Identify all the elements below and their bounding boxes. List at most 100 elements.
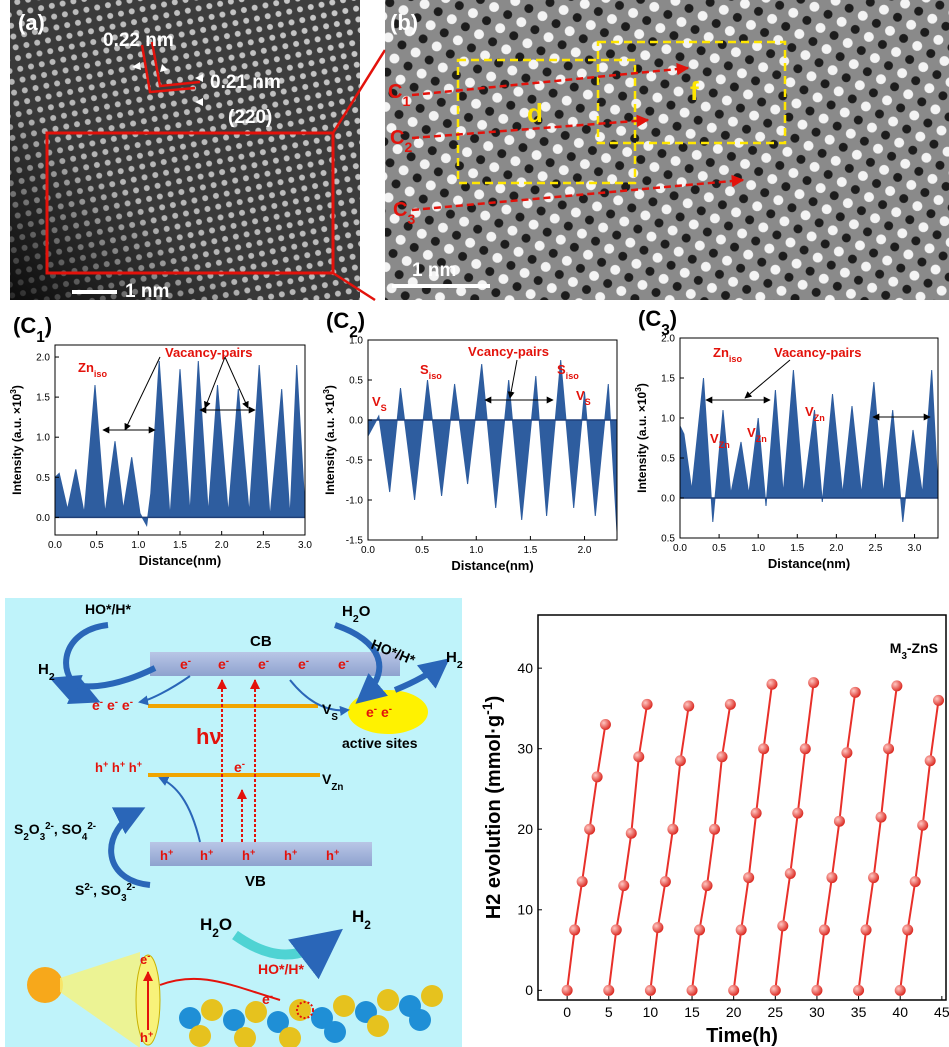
text-part: +: [334, 847, 339, 857]
valence-band: [150, 842, 372, 866]
mechanism-diagram: HO*/H* H2 CB e- e- e- e- e- H2O HO*/H* H…: [5, 598, 463, 1047]
y-tick-label: 1.0: [661, 414, 675, 425]
text-part: (C: [13, 313, 36, 338]
x-tick-label: 1.5: [523, 545, 537, 556]
annotation-arrow: [224, 356, 249, 409]
y-tick-label: 10: [517, 902, 533, 918]
text-part: hν: [196, 724, 222, 749]
scale-label: 1 nm: [412, 260, 456, 281]
text-part: h: [242, 848, 250, 863]
text-part: -: [147, 951, 150, 961]
atom: [409, 1009, 431, 1031]
point: [769, 984, 781, 996]
diagram-label: VZn: [322, 771, 343, 793]
text-part: -: [242, 759, 245, 770]
axis-label: Distance(nm): [139, 553, 221, 568]
zoom-box: [45, 131, 335, 275]
x-tick-label: 0: [563, 1004, 571, 1020]
text-part: 3: [661, 322, 670, 339]
point: [576, 876, 588, 888]
point: [875, 811, 887, 823]
sun: [27, 967, 63, 1003]
x-tick-label: 10: [643, 1004, 659, 1020]
axis-label: Intensity (a.u. ×103): [633, 383, 649, 493]
text-part: 2-: [45, 821, 54, 832]
point: [610, 924, 622, 936]
text-part: O: [29, 821, 40, 837]
annotation-arrow: [744, 359, 791, 399]
y-tick-label: 0.5: [36, 473, 50, 484]
point: [683, 700, 695, 712]
point: [701, 880, 713, 892]
text-part: +: [103, 759, 108, 769]
text-part: e: [262, 991, 270, 1007]
point: [618, 880, 630, 892]
diagram-label: hν: [196, 724, 222, 749]
annotation: VZn: [805, 404, 825, 423]
y-tick-label: 0.5: [349, 376, 363, 387]
y-tick-label: 1.5: [661, 374, 675, 385]
text-part: h: [160, 848, 168, 863]
spacing-lines: [140, 41, 201, 94]
point: [633, 751, 645, 763]
text-part: 3: [321, 389, 331, 394]
text-part: 3: [121, 893, 127, 904]
point: [808, 677, 820, 689]
text-part: 3: [633, 387, 643, 392]
text-part: ): [358, 308, 365, 333]
text-part: , SO: [93, 882, 121, 898]
spacing-label: 0.21 nm: [210, 72, 281, 93]
reaction-arrow: [108, 807, 151, 888]
text-part: S: [331, 712, 338, 723]
reaction-arrow: [49, 665, 157, 703]
text-part: Zn: [719, 440, 730, 450]
zns-lattice: [179, 985, 443, 1047]
point: [902, 924, 914, 936]
diagram-label: h+: [242, 847, 255, 863]
diagram-label: e- e- e-: [92, 697, 133, 714]
text-part: Zn: [756, 434, 767, 444]
point: [599, 719, 611, 731]
series-line: [566, 682, 940, 991]
y-tick-label: 0.5: [661, 454, 675, 465]
text-part: iso: [566, 371, 580, 381]
x-tick-label: 0.0: [361, 545, 375, 556]
diagram-label: H2O: [342, 603, 371, 625]
text-part: e: [140, 952, 147, 967]
annotation: VS: [576, 388, 591, 407]
point: [659, 876, 671, 888]
text-part: ): [45, 313, 52, 338]
text-part: iso: [729, 354, 743, 364]
text-part: , SO: [54, 821, 82, 837]
conduction-band: [150, 652, 400, 676]
axis-label: Time(h): [706, 1025, 778, 1047]
atom: [223, 1009, 245, 1031]
text-part: Intensity (a.u. ×10: [10, 394, 24, 495]
x-tick-label: 0.0: [673, 543, 687, 554]
text-part: CB: [250, 633, 272, 650]
scale-label: 1 nm: [125, 281, 169, 302]
text-part: h: [140, 1030, 148, 1045]
diagram-label: H2: [446, 649, 463, 671]
text-part: active sites: [342, 735, 418, 751]
profile-line: [411, 62, 690, 97]
point: [811, 984, 823, 996]
point: [584, 823, 596, 835]
zoom-line: [332, 271, 376, 302]
text-part: C: [390, 127, 404, 149]
y-tick-label: -0.5: [346, 456, 364, 467]
point: [641, 698, 653, 710]
profile-line: [679, 369, 939, 523]
atom: [333, 995, 355, 1017]
x-tick-label: 2.5: [256, 540, 270, 551]
x-tick-label: 45: [934, 1004, 949, 1020]
text-part: 3: [40, 832, 46, 843]
x-tick-label: 1.5: [173, 540, 187, 551]
point: [644, 984, 656, 996]
micrograph-b: [385, 0, 949, 300]
region-box: [596, 40, 787, 145]
y-tick-label: 0.0: [661, 494, 675, 505]
x-tick-label: 1.5: [790, 543, 804, 554]
point: [792, 807, 804, 819]
